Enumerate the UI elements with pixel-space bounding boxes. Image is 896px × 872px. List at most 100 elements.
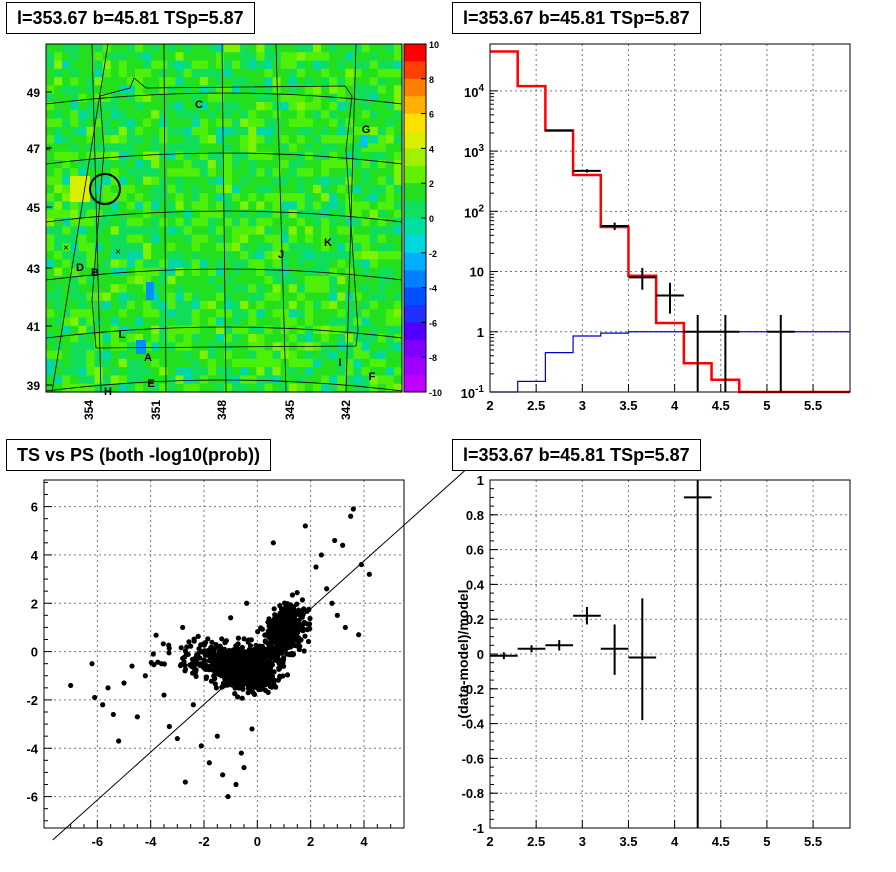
colorbar-tick-label: 2 xyxy=(429,179,434,189)
sky-map-cell xyxy=(159,176,168,186)
sky-map-cell xyxy=(110,259,120,269)
sky-map-cell xyxy=(207,110,217,120)
sky-map-cell xyxy=(232,218,241,227)
scatter-point xyxy=(92,694,98,701)
sky-map-cell xyxy=(385,383,395,393)
sky-map-cell xyxy=(369,77,379,87)
sky-map-cell xyxy=(353,358,363,368)
sky-map-cell xyxy=(215,209,225,219)
sky-map-label: H xyxy=(104,386,112,398)
sky-map-cell xyxy=(337,102,346,111)
sky-map-cell xyxy=(175,350,185,360)
sky-map-cell xyxy=(313,44,322,53)
sky-map-cell xyxy=(175,160,185,169)
sky-map-cell xyxy=(393,60,403,70)
sky-map-cell xyxy=(393,300,403,310)
sky-map-cell xyxy=(280,168,290,178)
sky-map-cell xyxy=(143,193,152,203)
sky-map-cell xyxy=(377,259,387,269)
sky-map-cell xyxy=(102,218,112,227)
sky-map-cell xyxy=(248,168,257,178)
sky-map-cell xyxy=(353,300,363,310)
scatter-x-tick: -6 xyxy=(92,834,104,849)
sky-map-cell xyxy=(288,350,298,360)
sky-map-cell xyxy=(94,342,104,352)
sky-map-cell xyxy=(313,383,322,393)
sky-map-cell xyxy=(54,300,63,310)
sky-map-cell xyxy=(78,151,88,161)
sky-map-cell xyxy=(264,52,274,62)
sky-map-cell xyxy=(264,201,274,211)
sky-map-cell xyxy=(288,358,298,368)
sky-map-cell xyxy=(78,300,88,310)
sky-map-cell xyxy=(393,160,403,169)
sky-map-cell xyxy=(361,126,371,136)
sky-map-cell xyxy=(337,367,346,377)
sky-map-cell xyxy=(151,93,160,103)
sky-map-cell xyxy=(264,267,274,277)
sky-map-cell xyxy=(321,358,330,368)
sky-map-cell xyxy=(207,358,217,368)
sky-map-cell xyxy=(345,209,355,219)
sky-map-cell xyxy=(304,259,314,269)
sky-map-cell xyxy=(361,85,371,95)
sky-map-cell xyxy=(288,126,298,136)
sky-map-cell xyxy=(110,176,120,186)
sky-map-x-tick: 345 xyxy=(283,400,297,420)
sky-map-cell xyxy=(272,118,282,128)
sky-map-cell xyxy=(304,292,314,302)
sky-map-cell xyxy=(377,44,387,53)
sky-map-cell xyxy=(175,334,185,343)
sky-map-cell xyxy=(369,176,379,186)
sky-map-cell xyxy=(337,234,346,244)
sky-map-cell xyxy=(377,267,387,277)
sky-map-cell xyxy=(329,350,338,360)
sky-map-cell xyxy=(377,251,387,261)
sky-map-cell xyxy=(183,251,193,261)
sky-map-cell xyxy=(102,309,112,319)
sky-map-cell xyxy=(377,52,387,62)
sky-map-cell xyxy=(118,93,128,103)
scatter-point xyxy=(262,651,268,657)
sky-map-cell xyxy=(385,317,395,327)
sky-map-cell xyxy=(86,292,96,302)
sky-map-cell xyxy=(256,85,266,95)
sky-map-cell xyxy=(296,276,306,285)
sky-map-cell xyxy=(232,325,241,335)
residual-y-tick: 0.8 xyxy=(466,508,484,523)
sky-map-cell xyxy=(304,284,314,294)
scatter-point xyxy=(255,651,261,658)
sky-map-cell xyxy=(296,176,306,186)
sky-map-cell xyxy=(232,242,241,252)
sky-map-cell xyxy=(369,259,379,269)
scatter-point xyxy=(278,660,284,666)
sky-map-cell xyxy=(256,226,266,236)
sky-map-label: E xyxy=(147,378,154,390)
sky-map-cell xyxy=(393,118,403,128)
sky-map-cell xyxy=(191,68,201,78)
sky-map-cell xyxy=(256,168,266,178)
colorbar-tick-label: 10 xyxy=(429,40,439,50)
sky-map-cell xyxy=(126,251,136,261)
sky-map-cell xyxy=(118,334,128,343)
sky-map-cell xyxy=(240,68,249,78)
cold-spot xyxy=(136,340,146,354)
sky-map-cell xyxy=(272,143,282,153)
sky-map-cell xyxy=(377,375,387,385)
sky-map-cell xyxy=(313,334,322,343)
sky-map-cell xyxy=(54,267,63,277)
sky-map-cell xyxy=(159,383,168,393)
sky-map-cell xyxy=(377,110,387,120)
sky-map-cell xyxy=(393,309,403,319)
sky-map-cell xyxy=(240,52,249,62)
x-marker: × xyxy=(63,243,69,254)
sky-map-cell xyxy=(337,209,346,219)
sky-map-cell xyxy=(321,334,330,343)
spectrum-x-tick: 3.5 xyxy=(619,398,637,413)
sky-map-cell xyxy=(280,93,290,103)
sky-map-cell xyxy=(143,251,152,261)
sky-map-cell xyxy=(272,110,282,120)
sky-map-cell xyxy=(151,325,160,335)
sky-map-cell xyxy=(232,135,241,145)
scatter-point xyxy=(105,685,111,691)
